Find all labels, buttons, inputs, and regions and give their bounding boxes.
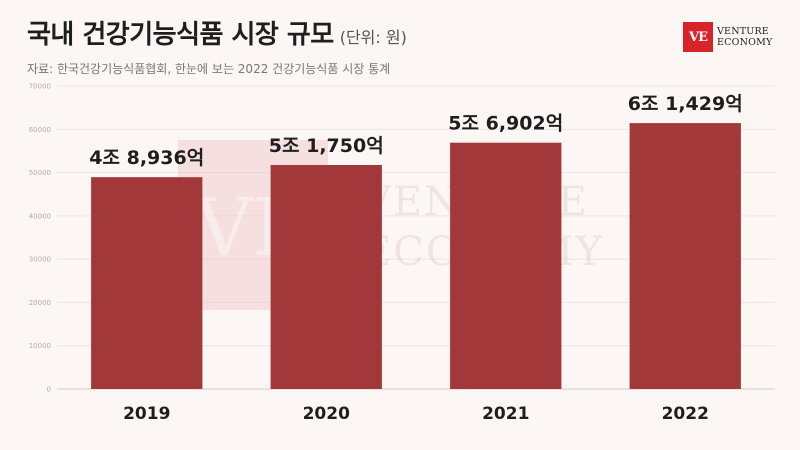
bar-2020 — [270, 164, 382, 389]
y-tick-label: 70000 — [29, 83, 51, 91]
source-note: 자료: 한국건강기능식품협회, 한눈에 보는 2022 건강기능식품 시장 통계 — [27, 62, 391, 76]
data-label: 6조 1,429억 — [628, 93, 743, 115]
x-axis: 2019 2020 2021 2022 — [123, 404, 709, 424]
x-tick-label: 2021 — [482, 404, 529, 424]
y-axis: 0 10000 20000 30000 40000 50000 60000 70000 — [29, 83, 51, 394]
bar-2021 — [450, 142, 562, 389]
y-tick-label: 40000 — [29, 212, 51, 220]
bar-2019 — [91, 177, 203, 389]
bars — [91, 123, 741, 389]
bar-2022 — [629, 123, 741, 389]
y-tick-label: 50000 — [29, 169, 51, 177]
y-tick-label: 30000 — [29, 256, 51, 264]
unit-label: (단위: 원) — [339, 28, 407, 47]
x-tick-label: 2022 — [662, 404, 709, 424]
venture-economy-logo: VE VENTURE ECONOMY — [683, 22, 773, 52]
data-labels: 4조 8,936억 5조 1,750억 5조 6,902억 6조 1,429억 — [89, 93, 742, 169]
x-tick-label: 2019 — [123, 404, 170, 424]
title-text: 국내 건강기능식품 시장 규모 — [27, 20, 334, 50]
logo-text: VENTURE ECONOMY — [717, 26, 773, 48]
chart-title: 국내 건강기능식품 시장 규모 (단위: 원) — [27, 14, 407, 51]
logo-line-1: VENTURE — [717, 26, 769, 37]
x-tick-label: 2020 — [303, 404, 350, 424]
logo-mark-icon: VE — [683, 22, 713, 52]
data-label: 5조 6,902억 — [448, 113, 563, 135]
y-tick-label: 20000 — [29, 299, 51, 307]
data-label: 5조 1,750억 — [269, 135, 384, 157]
y-tick-label: 0 — [47, 386, 51, 394]
y-tick-label: 10000 — [29, 342, 51, 350]
y-tick-label: 60000 — [29, 126, 51, 134]
logo-line-2: ECONOMY — [717, 37, 773, 48]
data-label: 4조 8,936억 — [89, 147, 204, 169]
